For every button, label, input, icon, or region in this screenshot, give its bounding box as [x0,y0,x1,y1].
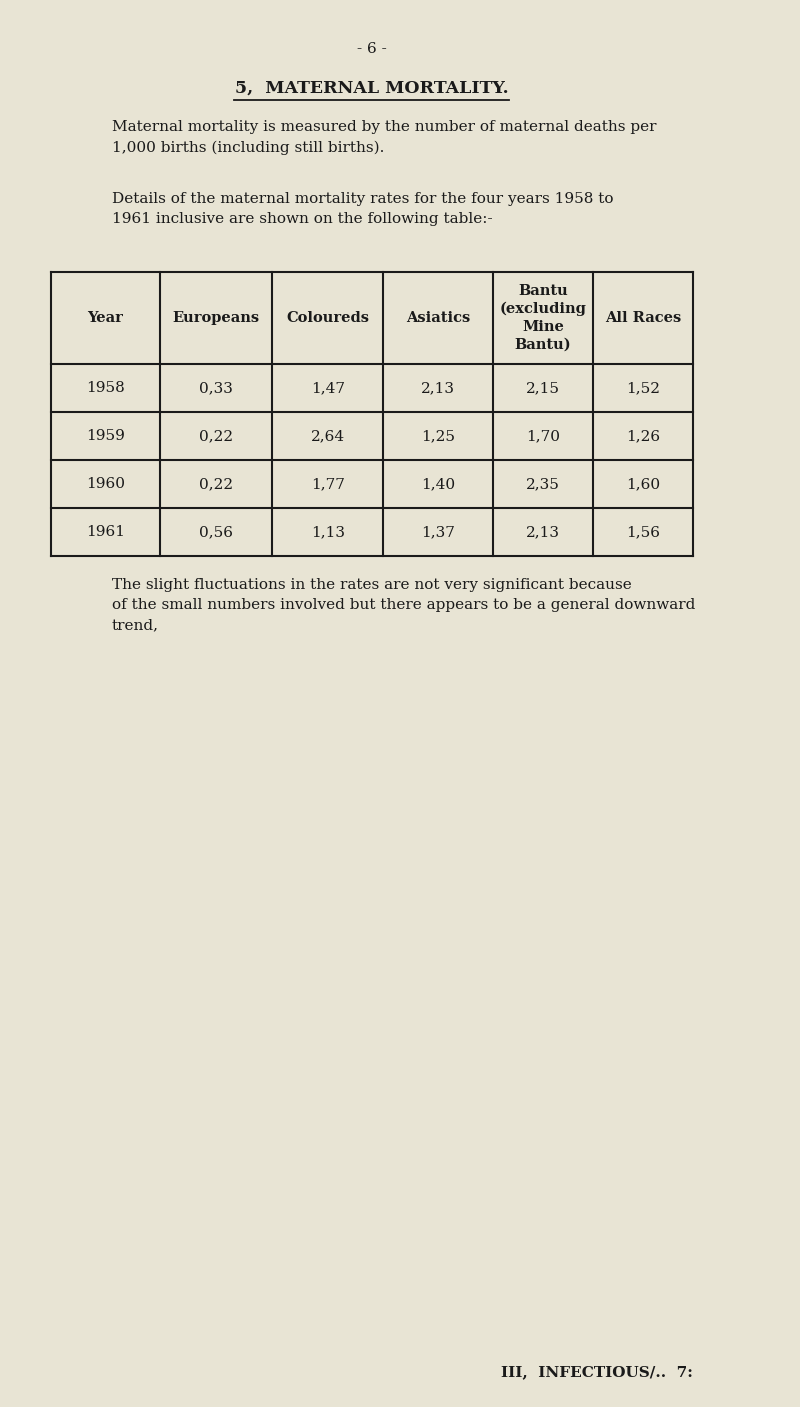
Text: 0,22: 0,22 [199,477,233,491]
Text: 2,13: 2,13 [421,381,455,395]
Text: 1,77: 1,77 [310,477,345,491]
Text: 1,70: 1,70 [526,429,560,443]
Text: 1,13: 1,13 [310,525,345,539]
Text: Asiatics: Asiatics [406,311,470,325]
Text: 1,47: 1,47 [310,381,345,395]
Text: 1,37: 1,37 [421,525,454,539]
Text: 1958: 1958 [86,381,125,395]
Text: 1959: 1959 [86,429,125,443]
Text: 2,64: 2,64 [310,429,345,443]
Text: 1,26: 1,26 [626,429,660,443]
Text: Europeans: Europeans [173,311,260,325]
Text: The slight fluctuations in the rates are not very significant because
of the sma: The slight fluctuations in the rates are… [111,578,695,632]
Text: 0,33: 0,33 [199,381,233,395]
Text: 1,25: 1,25 [421,429,455,443]
Text: 1,52: 1,52 [626,381,660,395]
Text: Maternal mortality is measured by the number of maternal deaths per
1,000 births: Maternal mortality is measured by the nu… [111,120,656,155]
Text: III,  INFECTIOUS/..  7:: III, INFECTIOUS/.. 7: [501,1365,693,1379]
Text: Bantu
(excluding
Mine
Bantu): Bantu (excluding Mine Bantu) [499,284,586,352]
Text: 1961: 1961 [86,525,125,539]
Text: 1960: 1960 [86,477,125,491]
Text: Details of the maternal mortality rates for the four years 1958 to
1961 inclusiv: Details of the maternal mortality rates … [111,191,613,227]
Text: 0,56: 0,56 [199,525,233,539]
Text: 2,35: 2,35 [526,477,560,491]
Text: Coloureds: Coloureds [286,311,369,325]
Text: 2,15: 2,15 [526,381,560,395]
Text: 0,22: 0,22 [199,429,233,443]
Text: 1,60: 1,60 [626,477,660,491]
Text: 1,40: 1,40 [421,477,455,491]
Text: - 6 -: - 6 - [357,42,386,56]
Text: All Races: All Races [605,311,681,325]
Text: Year: Year [87,311,123,325]
Text: 5,  MATERNAL MORTALITY.: 5, MATERNAL MORTALITY. [235,80,509,97]
Text: 1,56: 1,56 [626,525,660,539]
Text: 2,13: 2,13 [526,525,560,539]
